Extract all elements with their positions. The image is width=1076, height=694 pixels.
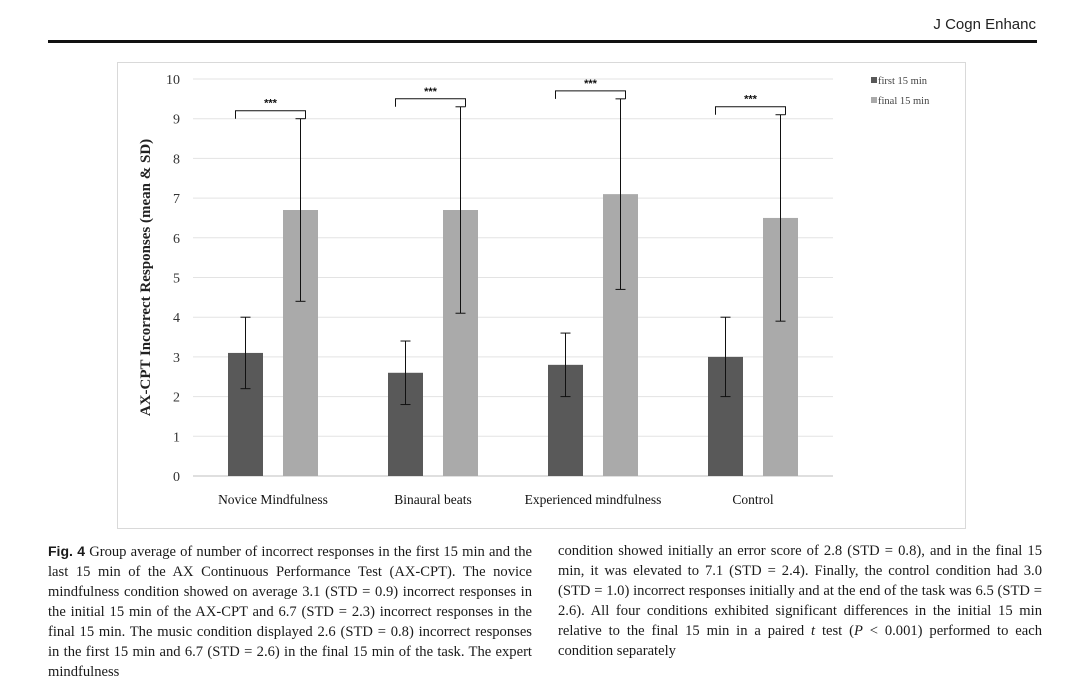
- significance-marker: ***: [744, 94, 758, 106]
- caption-p-symbol: P: [853, 623, 863, 639]
- significance-marker: ***: [584, 78, 598, 90]
- caption-t-symbol: t: [811, 623, 816, 639]
- significance-bracket: [395, 98, 466, 107]
- y-tick-label: 0: [173, 470, 180, 485]
- legend-swatch: [871, 77, 877, 83]
- caption-column-1: Fig. 4 Group average of number of incorr…: [48, 541, 532, 682]
- significance-marker: ***: [424, 86, 438, 98]
- legend-label: first 15 min: [878, 76, 928, 87]
- header-rule: [48, 40, 1037, 43]
- caption-label: Fig. 4: [48, 543, 86, 559]
- y-tick-label: 10: [166, 73, 180, 88]
- x-category-label: Control: [732, 492, 774, 507]
- bar-chart-svg: 0 1 2 3 4 5 6 7 8 9 10 AX-CPT Incorrect Responses (…: [138, 73, 930, 507]
- caption-text-1: Group average of number of incorrect res…: [48, 544, 532, 680]
- x-category-label: Novice Mindfulness: [218, 492, 328, 507]
- figure-chart: 0 1 2 3 4 5 6 7 8 9 10 AX-CPT Incorrect Responses (…: [117, 62, 966, 529]
- y-tick-label: 7: [173, 192, 180, 207]
- x-category-label: Binaural beats: [394, 492, 472, 507]
- caption-column-2: condition showed initially an error scor…: [558, 541, 1042, 661]
- caption-text-2b: test (: [815, 623, 854, 639]
- significance-marker: ***: [264, 98, 278, 110]
- y-tick-label: 6: [173, 232, 180, 247]
- legend-swatch: [871, 97, 877, 103]
- significance-bracket: [715, 106, 786, 115]
- legend-label: final 15 min: [878, 96, 930, 107]
- y-tick-label: 3: [173, 351, 180, 366]
- journal-name: J Cogn Enhanc: [933, 16, 1036, 33]
- y-tick-label: 9: [173, 113, 180, 128]
- y-tick-label: 4: [173, 311, 180, 326]
- caption-text-2c: < 0.001) performed to each condition sep…: [558, 623, 1042, 659]
- x-category-label: Experienced mindfulness: [525, 492, 662, 507]
- y-tick-label: 8: [173, 152, 180, 167]
- caption-text-2: condition showed initially an error scor…: [558, 543, 1042, 639]
- y-axis-label: AX-CPT Incorrect Responses (mean & SD): [138, 139, 154, 416]
- y-tick-label: 2: [173, 391, 180, 406]
- significance-bracket: [235, 110, 306, 119]
- y-tick-label: 1: [173, 430, 180, 445]
- y-tick-label: 5: [173, 272, 180, 287]
- significance-bracket: [555, 90, 626, 99]
